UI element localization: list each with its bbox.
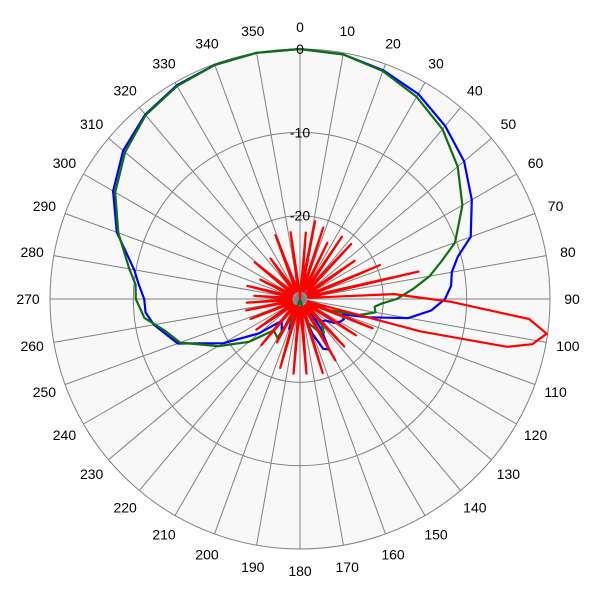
- angle-tick-label: 140: [463, 499, 487, 515]
- radial-tick-label: -20: [290, 208, 310, 224]
- angle-tick-label: 190: [241, 559, 265, 575]
- grid-spoke: [174, 82, 301, 300]
- grid-spoke: [83, 298, 301, 425]
- angle-tick-label: 170: [336, 559, 360, 575]
- grid-spoke: [53, 298, 301, 343]
- grid-spoke: [299, 82, 426, 300]
- grid-spoke: [83, 173, 301, 300]
- angle-tick-label: 160: [381, 547, 405, 563]
- grid-spoke: [214, 298, 301, 535]
- grid-spoke: [299, 137, 492, 300]
- grid-spoke: [299, 298, 492, 461]
- angle-tick-label: 220: [113, 499, 137, 515]
- angle-tick-label: 200: [195, 547, 219, 563]
- angle-tick-label: 350: [241, 23, 265, 39]
- angle-tick-label: 230: [80, 466, 104, 482]
- grid-spoke: [299, 298, 344, 546]
- grid-spoke: [299, 298, 462, 491]
- angle-tick-label: 300: [53, 155, 77, 171]
- angle-tick-label: 150: [424, 527, 448, 543]
- angle-tick-label: 260: [20, 338, 44, 354]
- grid-spoke: [108, 298, 301, 461]
- grid-spoke: [299, 255, 547, 300]
- grid-spoke: [256, 298, 301, 546]
- angle-tick-label: 210: [152, 527, 176, 543]
- angle-tick-label: 320: [113, 83, 137, 99]
- angle-tick-label: 60: [528, 155, 544, 171]
- radial-tick-label: -10: [290, 124, 310, 140]
- angle-tick-label: 310: [80, 116, 104, 132]
- angle-tick-label: 340: [195, 35, 219, 51]
- grid-spoke: [53, 255, 301, 300]
- grid-spoke: [299, 173, 517, 300]
- angle-tick-label: 290: [33, 198, 57, 214]
- series-blue: [112, 47, 473, 351]
- angle-tick-label: 270: [16, 291, 40, 307]
- grid-spoke: [299, 107, 462, 300]
- angle-tick-label: 50: [501, 116, 517, 132]
- angle-tick-label: 120: [524, 427, 548, 443]
- angle-tick-label: 330: [152, 55, 176, 71]
- angle-tick-label: 30: [428, 55, 444, 71]
- angle-tick-label: 80: [560, 244, 576, 260]
- angle-tick-label: 20: [385, 35, 401, 51]
- angle-tick-label: 40: [467, 83, 483, 99]
- grid-spoke: [299, 213, 536, 300]
- angle-tick-label: 100: [556, 338, 580, 354]
- angle-tick-label: 0: [296, 19, 304, 35]
- grid-spoke: [138, 107, 301, 300]
- angle-tick-label: 110: [544, 384, 567, 400]
- labels: 0 10 20 30 40 50 60 70 80 90 100 110 120 130 140 150 160…: [16, 19, 580, 579]
- grid-spoke: [299, 298, 386, 535]
- angle-tick-label: 130: [497, 466, 521, 482]
- radial-tick-label: 0: [296, 41, 304, 57]
- angle-tick-label: 280: [20, 244, 44, 260]
- grid-spoke: [299, 298, 517, 425]
- grid-spoke: [299, 63, 386, 300]
- angle-tick-label: 70: [548, 198, 564, 214]
- series-red: [245, 220, 548, 375]
- angle-tick-label: 90: [564, 291, 580, 307]
- angle-tick-label: 180: [288, 563, 312, 579]
- angle-tick-label: 250: [33, 384, 57, 400]
- angle-tick-label: 240: [53, 427, 77, 443]
- grid-spoke: [299, 298, 547, 343]
- grid-spoke: [64, 213, 301, 300]
- series-layer: [112, 47, 548, 375]
- angle-tick-label: 10: [339, 23, 355, 39]
